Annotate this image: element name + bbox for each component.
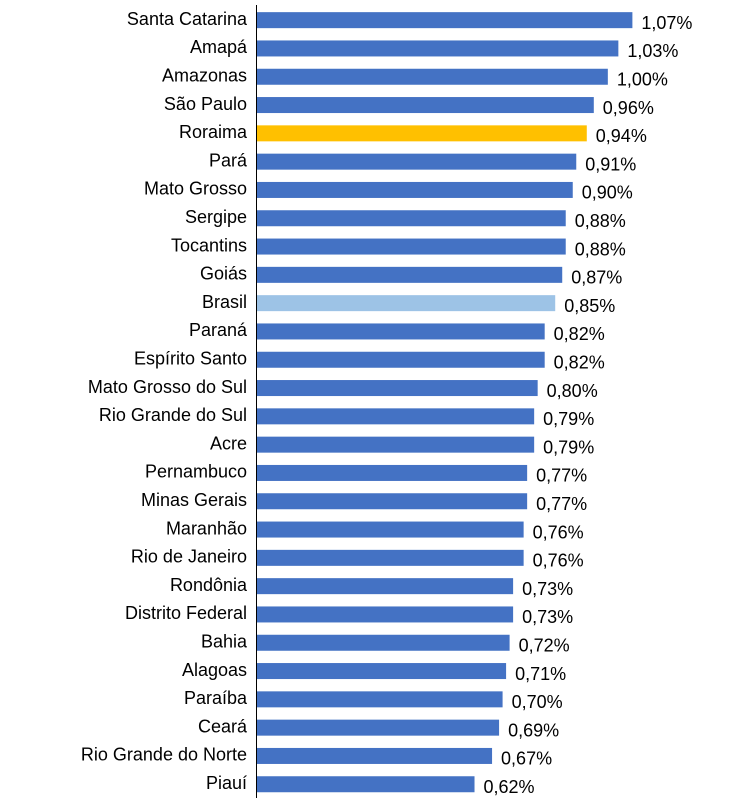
- y-tick-label: Pernambuco: [145, 462, 247, 482]
- data-label: 1,07%: [641, 13, 692, 33]
- y-tick-label: Rio Grande do Norte: [81, 745, 247, 765]
- data-label: 0,70%: [512, 692, 563, 712]
- bar: [257, 210, 566, 227]
- y-tick-label: Paraíba: [184, 688, 248, 708]
- bar: [257, 691, 503, 708]
- data-label: 0,94%: [596, 126, 647, 146]
- bar: [257, 493, 528, 510]
- data-label: 0,91%: [585, 154, 636, 174]
- y-tick-label: Minas Gerais: [141, 490, 247, 510]
- y-tick-label: Bahia: [201, 632, 248, 652]
- bar: [257, 323, 545, 340]
- y-tick-label: Rio de Janeiro: [131, 547, 247, 567]
- bar: [257, 97, 594, 114]
- y-tick-label: Goiás: [200, 264, 247, 284]
- bar: [257, 380, 538, 397]
- bar: [257, 153, 577, 170]
- y-tick-label: Amapá: [190, 37, 248, 57]
- y-tick-label: Piauí: [206, 773, 247, 793]
- data-label: 0,67%: [501, 749, 552, 769]
- y-tick-label: Espírito Santo: [134, 349, 247, 369]
- data-label: 1,00%: [617, 70, 668, 90]
- bar: [257, 40, 619, 57]
- bar: [257, 408, 535, 425]
- data-label: 0,72%: [519, 636, 570, 656]
- data-label: 0,69%: [508, 720, 559, 740]
- y-tick-label: Maranhão: [166, 518, 247, 538]
- data-label: 0,79%: [543, 409, 594, 429]
- y-tick-label: Mato Grosso: [144, 179, 247, 199]
- data-label: 1,03%: [627, 41, 678, 61]
- data-label: 0,77%: [536, 466, 587, 486]
- y-tick-label: Tocantins: [171, 235, 247, 255]
- data-label: 0,73%: [522, 579, 573, 599]
- y-tick-label: Alagoas: [182, 660, 247, 680]
- bar: [257, 238, 566, 255]
- y-tick-label: Rondônia: [170, 575, 248, 595]
- y-tick-label: Pará: [209, 150, 248, 170]
- data-label: 0,88%: [575, 239, 626, 259]
- bar: [257, 125, 587, 142]
- data-label: 0,73%: [522, 607, 573, 627]
- y-tick-label: Distrito Federal: [125, 603, 247, 623]
- y-tick-label: Ceará: [198, 716, 248, 736]
- bar: [257, 521, 524, 538]
- data-label: 0,88%: [575, 211, 626, 231]
- y-tick-label: Rio Grande do Sul: [99, 405, 247, 425]
- y-tick-label: Roraima: [179, 122, 248, 142]
- data-label: 0,82%: [554, 324, 605, 344]
- bar: [257, 606, 514, 623]
- bar: [257, 549, 524, 566]
- data-label: 0,87%: [571, 268, 622, 288]
- bar: [257, 351, 545, 368]
- data-label: 0,76%: [533, 522, 584, 542]
- data-label: 0,62%: [484, 777, 535, 797]
- data-label: 0,90%: [582, 183, 633, 203]
- bar: [257, 181, 573, 198]
- data-label: 0,96%: [603, 98, 654, 118]
- bar: [257, 436, 535, 453]
- y-tick-label: Acre: [210, 433, 247, 453]
- bar: [257, 776, 475, 793]
- y-tick-label: Paraná: [189, 320, 248, 340]
- bar: [257, 295, 556, 312]
- y-tick-label: Sergipe: [185, 207, 247, 227]
- data-label: 0,85%: [564, 296, 615, 316]
- bar: [257, 663, 507, 680]
- bar: [257, 68, 608, 85]
- data-label: 0,80%: [547, 381, 598, 401]
- bar: [257, 266, 563, 283]
- y-tick-label: Brasil: [202, 292, 247, 312]
- bar: [257, 719, 500, 736]
- data-label: 0,71%: [515, 664, 566, 684]
- data-label: 0,82%: [554, 353, 605, 373]
- data-label: 0,76%: [533, 551, 584, 571]
- y-tick-label: Mato Grosso do Sul: [88, 377, 247, 397]
- bar: [257, 464, 528, 481]
- y-tick-label: São Paulo: [164, 94, 247, 114]
- data-label: 0,79%: [543, 437, 594, 457]
- bar: [257, 12, 633, 29]
- y-tick-label: Amazonas: [162, 66, 247, 86]
- bar: [257, 578, 514, 595]
- bar: [257, 634, 510, 651]
- bar: [257, 747, 493, 764]
- y-tick-label: Santa Catarina: [127, 9, 248, 29]
- data-label: 0,77%: [536, 494, 587, 514]
